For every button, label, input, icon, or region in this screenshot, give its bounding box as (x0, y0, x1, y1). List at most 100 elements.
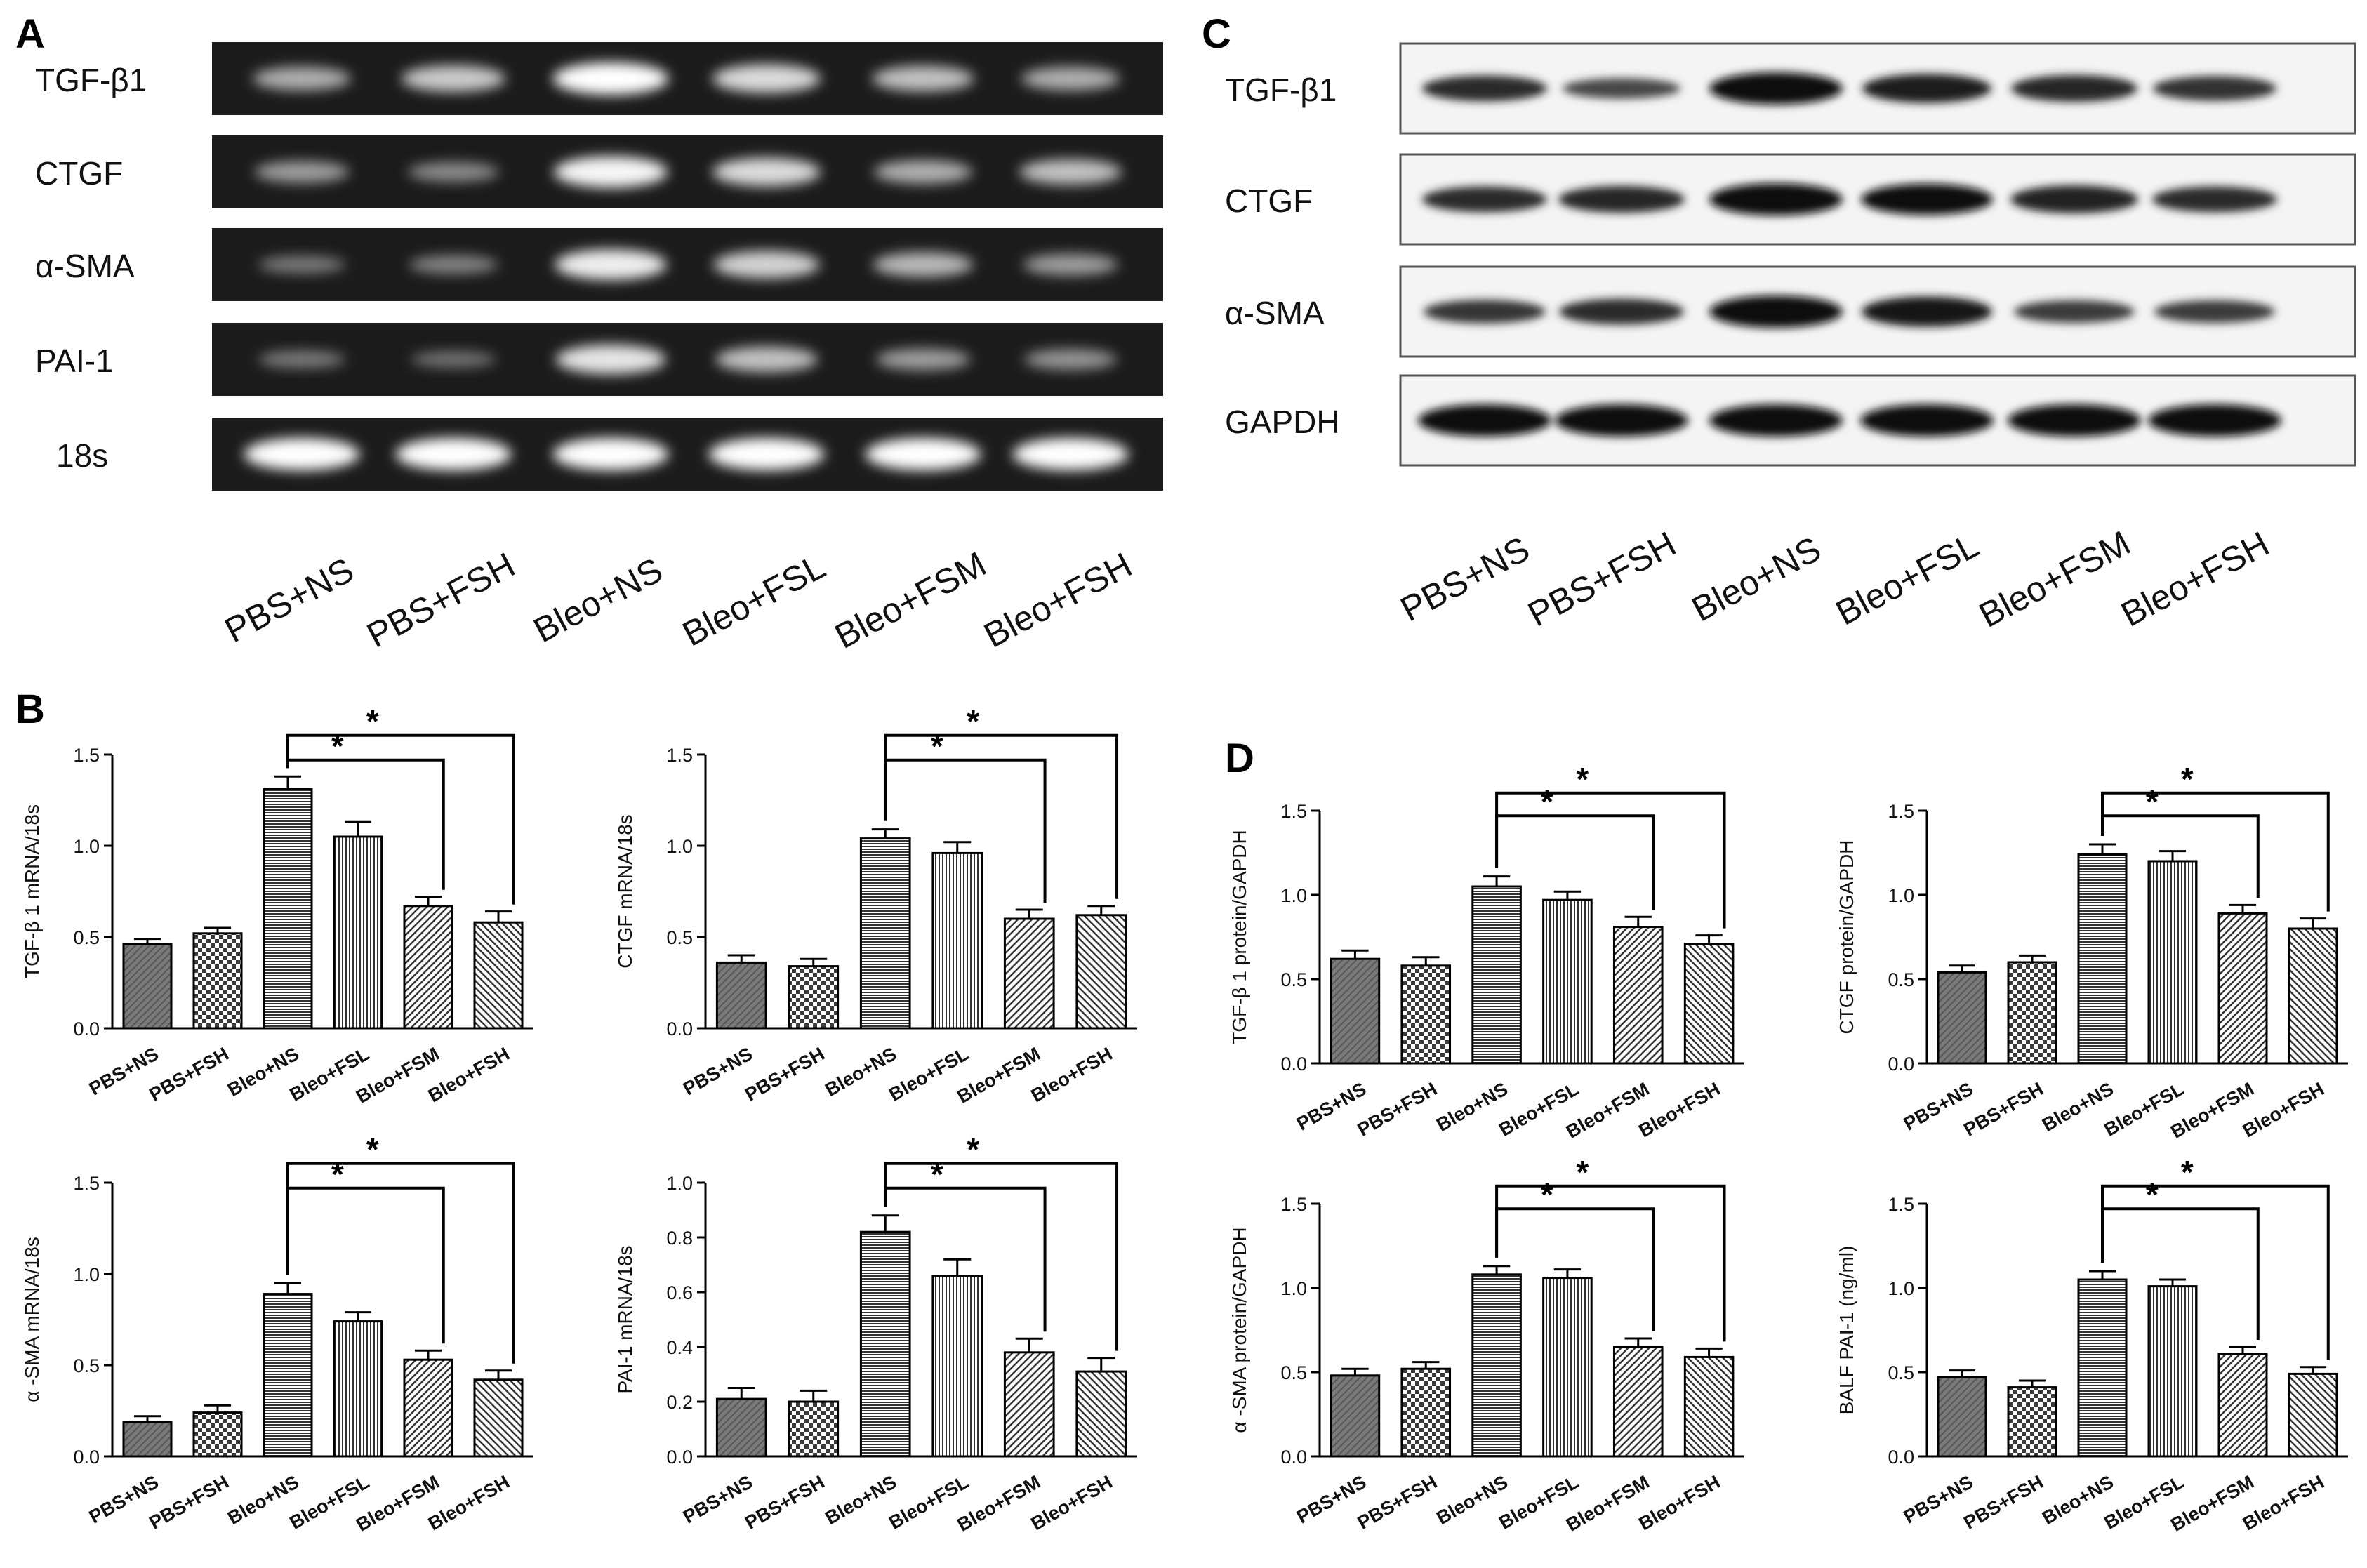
gel-band (252, 67, 352, 91)
blot-band (2014, 300, 2135, 324)
bar (2147, 1285, 2198, 1458)
y-axis-label: CTGF protein/GAPDH (1836, 840, 1857, 1035)
bar (192, 932, 243, 1030)
blot-row-label: CTGF (1225, 182, 1313, 219)
bar (333, 835, 383, 1030)
gel-band (552, 438, 669, 470)
gel-band (1019, 159, 1122, 185)
y-tick-label: 1.0 (73, 1264, 100, 1285)
significance-star: * (331, 728, 344, 764)
y-axis-label: CTGF mRNA/18s (614, 814, 636, 968)
blot-band (2154, 300, 2275, 324)
significance-bracket (2101, 791, 2330, 912)
gel-band (712, 64, 821, 93)
bar (192, 1411, 243, 1458)
blot-band (1709, 295, 1843, 328)
y-axis-label: α -SMA protein/GAPDH (1228, 1227, 1250, 1433)
gel-band (708, 438, 825, 470)
bar (333, 1320, 383, 1458)
x-tick-label: Bleo+FSH (425, 1471, 513, 1534)
blot-row-label: TGF-β1 (1225, 72, 1337, 108)
bar (1683, 1355, 1735, 1458)
blot-band (2010, 185, 2138, 213)
bar (859, 1230, 911, 1458)
gel-lane-label: Bleo+NS (527, 550, 669, 651)
bar (2288, 1372, 2338, 1458)
bar (122, 943, 173, 1030)
significance-star: * (366, 1131, 379, 1168)
gel-row-label: α-SMA (35, 248, 135, 284)
x-tick-label: PBS+FSH (1354, 1078, 1441, 1141)
bar (263, 1293, 313, 1458)
blot-band (1422, 75, 1547, 102)
y-tick-label: 1.0 (1280, 885, 1307, 906)
y-axis-label: α -SMA mRNA/18s (21, 1237, 43, 1402)
x-tick-label: Bleo+FSH (2239, 1471, 2328, 1534)
bar (1075, 1370, 1127, 1458)
significance-star: * (2181, 761, 2194, 797)
y-tick-label: 0.5 (73, 927, 100, 948)
bar (403, 905, 453, 1030)
gel-row-label: PAI-1 (35, 343, 114, 379)
blot-band (1862, 296, 1992, 327)
significance-star: * (1541, 783, 1553, 820)
y-tick-label: 0.0 (666, 1018, 693, 1039)
bar (788, 965, 840, 1030)
y-tick-label: 0.0 (1280, 1447, 1307, 1468)
gel-band (1024, 349, 1117, 370)
y-tick-label: 0.0 (1888, 1054, 1914, 1075)
y-tick-label: 1.0 (73, 836, 100, 857)
x-tick-label: Bleo+FSH (425, 1043, 513, 1106)
panel-letter-d: D (1225, 736, 1254, 781)
y-tick-label: 0.5 (666, 927, 693, 948)
bar (473, 921, 524, 1030)
bar (1330, 1374, 1381, 1458)
panel-letter-a: A (15, 11, 45, 57)
y-tick-label: 0.0 (73, 1018, 100, 1039)
y-tick-label: 0.2 (666, 1392, 693, 1413)
gel-band (872, 65, 974, 92)
blot-lane-label: Bleo+FSL (1829, 525, 1984, 632)
y-axis-label: TGF-β 1 mRNA/18s (21, 804, 43, 978)
y-tick-label: 1.0 (1280, 1278, 1307, 1299)
blot-band (1424, 300, 1546, 324)
x-tick-label: Bleo+FSH (1635, 1471, 1723, 1534)
x-tick-label: PBS+FSH (1960, 1078, 2047, 1141)
bar (1400, 964, 1452, 1065)
x-tick-label: Bleo+FSH (1635, 1078, 1723, 1141)
bar (715, 1397, 767, 1458)
gel-band (254, 161, 350, 183)
blot-band (1558, 185, 1685, 213)
significance-bracket (286, 1162, 515, 1364)
x-tick-label: PBS+FSH (1960, 1471, 2047, 1534)
x-tick-label: Bleo+FSM (954, 1471, 1045, 1536)
blot-band (1709, 183, 1843, 215)
bar-chart: 0.00.51.01.5α -SMA protein/GAPDHPBS+NSPB… (1228, 1154, 1744, 1536)
gel-strip (212, 228, 1163, 301)
bar (473, 1378, 524, 1458)
significance-star: * (967, 703, 979, 740)
bar (2007, 1386, 2057, 1458)
gel-band (865, 438, 981, 470)
y-tick-label: 1.5 (1280, 801, 1307, 822)
blot-band (2153, 76, 2276, 101)
significance-star: * (931, 728, 943, 764)
bar (788, 1400, 840, 1458)
bar (1937, 1376, 1987, 1458)
y-tick-label: 0.6 (666, 1282, 693, 1303)
blot-band (1709, 404, 1843, 437)
bar (1400, 1367, 1452, 1458)
significance-star: * (1541, 1176, 1553, 1213)
gel-band (258, 350, 345, 368)
bar (263, 788, 313, 1030)
gel-band (401, 65, 506, 92)
gel-band (555, 249, 667, 280)
y-tick-label: 0.5 (73, 1355, 100, 1376)
gel-lane-label: PBS+NS (218, 550, 360, 651)
gel-band (408, 162, 499, 182)
